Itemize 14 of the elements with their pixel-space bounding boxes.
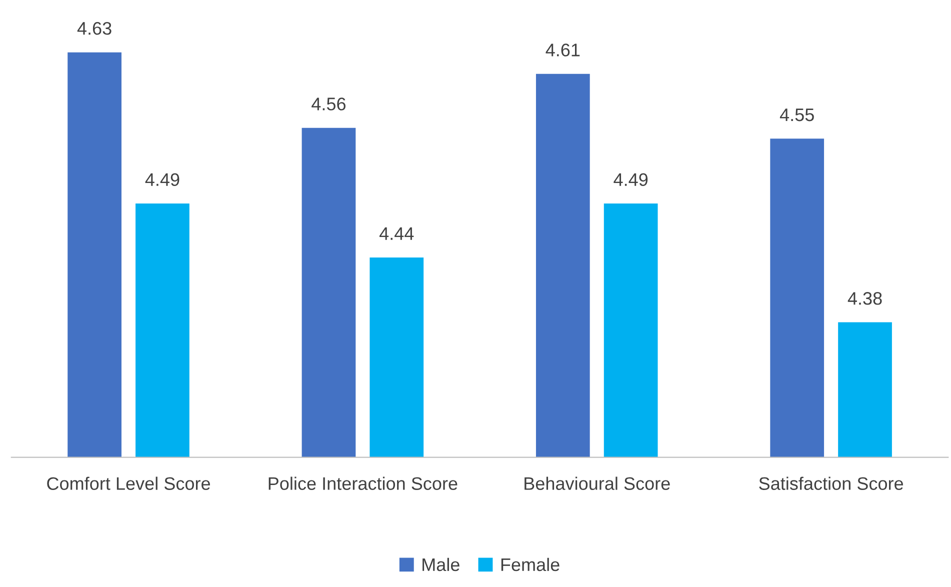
- x-tick-label: Comfort Level Score: [47, 476, 210, 490]
- x-tick-label: Behavioural Score: [524, 476, 670, 490]
- data-label: 4.38: [848, 292, 882, 305]
- data-label: 4.49: [145, 173, 180, 186]
- x-tick-label: Police Interaction Score: [268, 476, 458, 490]
- data-label: 4.63: [77, 22, 112, 35]
- legend-label: Female: [501, 558, 560, 572]
- data-label: 4.49: [614, 173, 648, 186]
- data-label: 4.55: [780, 108, 814, 122]
- data-label: 4.61: [546, 44, 580, 56]
- legend-label: Male: [422, 558, 460, 572]
- data-label: 4.56: [312, 98, 346, 110]
- data-label: 4.44: [379, 227, 414, 240]
- x-tick-label: Satisfaction Score: [759, 476, 904, 490]
